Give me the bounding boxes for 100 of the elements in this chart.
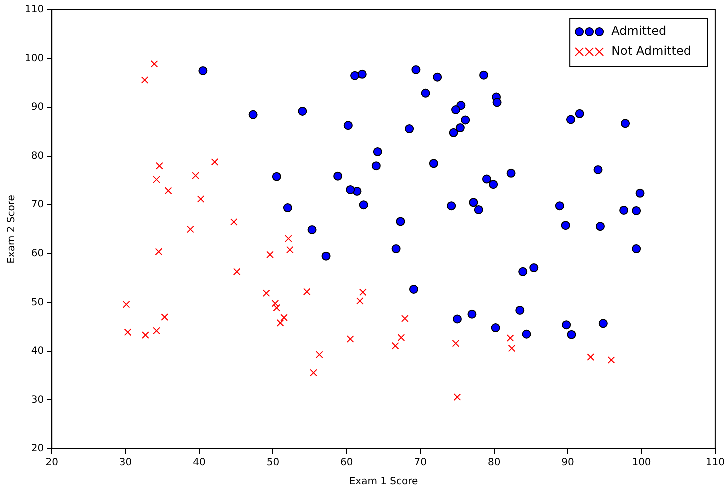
point [356,298,364,305]
point [492,98,502,108]
y-tick-label: 50 [31,297,44,308]
point [489,180,498,190]
point [285,235,292,242]
point [308,225,317,234]
point [632,244,642,254]
point [372,162,381,171]
y-tick-label: 40 [31,346,44,358]
point [322,252,331,261]
point [480,70,489,80]
point [522,330,532,339]
point [150,60,158,68]
point [620,206,629,215]
point [233,268,241,276]
point [192,172,200,180]
point [594,165,603,174]
point [359,200,368,210]
x-tick-label: 30 [119,458,132,469]
point [124,328,132,336]
point [506,334,514,342]
point [153,327,160,335]
point [358,70,367,79]
x-tick-label: 40 [193,458,206,469]
point [555,202,564,211]
point [164,187,172,195]
x-axis-title: Exam 1 Score [349,476,418,488]
point [346,185,356,194]
point [141,76,149,84]
point [518,267,528,276]
point [122,300,130,308]
point [396,217,406,226]
x-tick-label: 80 [488,458,501,469]
x-tick-label: 60 [340,458,354,469]
point [608,356,616,364]
point [562,320,572,330]
point [421,88,430,98]
y-tick-label: 80 [31,150,44,162]
point [567,330,576,340]
point [447,202,456,211]
y-tick-label: 110 [24,4,44,16]
point [344,121,353,130]
point [153,176,160,184]
point [506,168,516,178]
y-tick-label: 30 [31,394,44,406]
point [468,310,477,319]
point [454,394,462,401]
y-tick-label: 70 [31,200,44,211]
point [456,124,465,133]
point [449,128,458,138]
point [401,315,409,322]
point [280,314,288,322]
point [461,116,470,125]
point [350,71,360,80]
point [303,288,311,296]
point [310,369,318,377]
x-tick-label: 20 [46,458,58,469]
point [598,319,608,328]
point [262,290,270,298]
point [636,188,645,198]
point [621,119,630,128]
point [373,147,382,156]
point [561,221,570,230]
x-tick-label: 100 [632,458,652,469]
point [298,106,308,116]
x-tick-label: 70 [414,458,427,469]
point [155,248,163,256]
point [142,332,150,340]
point [632,206,642,216]
y-tick-label: 90 [31,102,44,114]
point [409,284,418,294]
point [156,162,164,170]
point [412,65,421,74]
point [276,319,284,327]
point [452,340,460,348]
point [230,218,238,226]
point [186,226,194,234]
point [398,334,406,342]
point [161,314,169,321]
point [433,72,442,82]
point [405,124,414,134]
point [587,354,595,361]
point [452,314,462,324]
point [359,288,367,296]
y-axis-title: Exam 2 Score [6,195,18,264]
point [508,344,516,352]
point [575,109,584,118]
x-tick-label: 50 [266,458,280,469]
point [248,110,258,120]
point [469,198,478,208]
point [346,336,354,343]
y-tick-label: 20 [31,444,44,455]
point [474,205,484,214]
point [316,351,324,359]
point [491,324,500,333]
point [334,172,343,181]
point [516,306,525,315]
point [283,204,292,213]
legend-label: Admitted [612,24,667,38]
point [429,159,438,168]
